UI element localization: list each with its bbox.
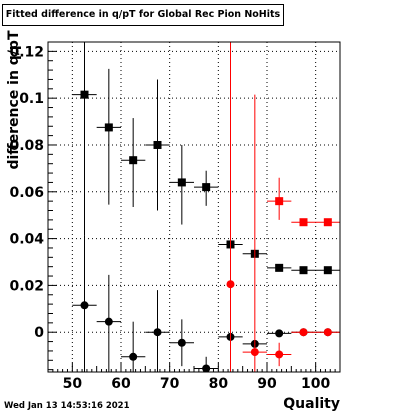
data-point-circle <box>104 317 113 326</box>
x-tick-label: 100 <box>301 376 330 392</box>
timestamp: Wed Jan 13 14:53:16 2021 <box>4 401 130 411</box>
axes: 50 60 70 80 90 100 0 0.02 0.04 0.06 0.08 0.1 0.12 <box>9 41 341 392</box>
data-point-circle <box>323 328 332 337</box>
chart-title-box: Fitted difference in q/pT for Global Rec… <box>2 4 284 26</box>
data-point-square <box>275 263 284 272</box>
data-points <box>72 42 340 373</box>
data-point-circle <box>129 352 138 361</box>
data-point-square <box>153 140 162 149</box>
x-tick-label: 70 <box>160 376 180 392</box>
grid-lines <box>48 42 340 372</box>
y-tick-label: 0.12 <box>9 44 44 60</box>
plot-frame <box>47 41 341 373</box>
data-point-square <box>323 218 332 227</box>
y-tick-label: 0.04 <box>9 232 44 248</box>
data-point-circle <box>226 280 235 289</box>
y-tick-label: 0.1 <box>19 91 44 107</box>
data-point-square <box>129 156 138 165</box>
x-axis-label: Quality <box>283 396 340 412</box>
data-point-square <box>299 218 308 227</box>
data-point-circle <box>275 329 284 338</box>
data-point-square <box>323 266 332 275</box>
data-point-square <box>275 197 284 206</box>
y-tick-label: 0.06 <box>9 185 44 201</box>
data-point-square <box>80 90 89 99</box>
x-tick-label: 60 <box>111 376 131 392</box>
data-point-circle <box>153 328 162 337</box>
data-point-square <box>202 183 211 192</box>
data-point-circle <box>177 338 186 347</box>
chart-title: Fitted difference in q/pT for Global Rec… <box>5 9 281 20</box>
data-point-square <box>104 123 113 132</box>
y-tick-label: 0.08 <box>9 138 44 154</box>
data-point-square <box>299 266 308 275</box>
data-point-circle <box>80 301 89 310</box>
x-tick-label: 50 <box>63 376 83 392</box>
data-point-circle <box>299 328 308 337</box>
x-tick-label: 80 <box>209 376 229 392</box>
y-axis-label: difference in q/pT <box>6 30 22 170</box>
x-tick-label: 90 <box>257 376 277 392</box>
data-point-circle <box>250 348 259 357</box>
data-point-circle <box>275 350 284 359</box>
data-point-square <box>177 178 186 187</box>
y-tick-label: 0 <box>34 325 44 341</box>
y-tick-label: 0.02 <box>9 278 44 294</box>
